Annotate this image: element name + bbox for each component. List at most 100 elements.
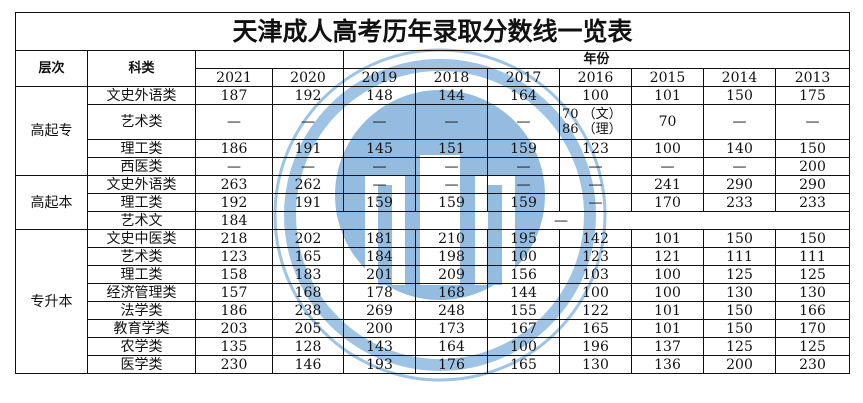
score-cell: 144: [487, 283, 560, 302]
score-cell: 159: [487, 193, 560, 212]
score-cell: 142: [559, 229, 632, 248]
score-cell: 130: [703, 283, 776, 302]
score-cell: 137: [631, 337, 704, 356]
score-cell: —: [774, 104, 851, 140]
table-row: 艺术文 184—: [16, 211, 851, 230]
subject-cell: 艺术类: [87, 247, 196, 266]
score-cell: —: [343, 175, 416, 194]
table-row: 理工类 192 191 159 159 159—170 233 233: [16, 193, 851, 212]
score-cell: 202: [272, 229, 344, 248]
score-cell: 121: [631, 247, 704, 266]
subject-cell: 艺术类: [87, 104, 196, 140]
score-cell: —: [415, 104, 488, 140]
score-cell: 210: [415, 229, 488, 248]
score-cell: 193: [343, 355, 416, 374]
score-cell: 230: [774, 355, 851, 374]
page-title: 天津成人高考历年录取分数线一览表: [14, 12, 851, 51]
score-cell: 148: [343, 86, 416, 105]
score-cell: 101: [631, 319, 704, 338]
score-cell: 200: [703, 355, 776, 374]
header-year-2018: 2018: [415, 68, 488, 87]
level-cell: 高起本: [15, 175, 88, 230]
table-row: 医学类 230 146 193 176 165 130 136 200 230: [16, 355, 851, 374]
score-cell: 123: [559, 247, 632, 266]
score-cell: 100: [631, 139, 704, 158]
score-cell: —: [195, 104, 273, 140]
score-cell: 145: [343, 139, 416, 158]
score-cell: 176: [415, 355, 488, 374]
score-cell: 123: [195, 247, 273, 266]
score-cell: 111: [703, 247, 776, 266]
score-cell: —: [272, 157, 344, 176]
score-cell: 166: [774, 301, 851, 320]
table-row: 西医类 — — — — — — — —200: [16, 157, 851, 176]
table-row: 高起本 文史外语类 263 262— — — —241 290 290: [15, 175, 851, 230]
score-cell: 238: [272, 301, 344, 320]
score-cell: 135: [195, 337, 273, 356]
score-cell: 123: [559, 139, 632, 158]
subject-cell: 经济管理类: [87, 283, 196, 302]
subject-cell: 医学类: [87, 355, 196, 374]
subject-cell: 理工类: [87, 265, 196, 284]
score-cell: 101: [631, 86, 704, 105]
score-cell: 218: [195, 229, 273, 248]
score-cell: 136: [631, 355, 704, 374]
header-year-2020: 2020: [272, 68, 344, 87]
score-cell: 146: [272, 355, 344, 374]
subject-cell: 文史中医类: [87, 229, 196, 248]
score-cell: 196: [559, 337, 632, 356]
score-cell: 241: [631, 175, 704, 194]
score-cell: —: [487, 104, 560, 140]
score-cell: 125: [774, 337, 851, 356]
score-cell: 125: [703, 265, 776, 284]
score-cell: 164: [487, 86, 560, 105]
subject-cell: 理工类: [87, 193, 196, 212]
score-cell: 262: [272, 175, 344, 194]
header-year-group: 年份: [342, 50, 851, 69]
score-cell: 184: [343, 247, 416, 266]
score-cell: 191: [272, 139, 344, 158]
score-cell: 101: [631, 301, 704, 320]
subject-cell: 理工类: [87, 139, 196, 158]
score-cell: 192: [195, 193, 273, 212]
score-cell: 128: [272, 337, 344, 356]
score-cell: 70: [631, 104, 704, 140]
score-cell: 290: [703, 175, 776, 194]
score-cell: 100: [559, 283, 632, 302]
header-year-2016: 2016: [559, 68, 632, 87]
score-cell: 198: [415, 247, 488, 266]
score-cell: 168: [415, 283, 488, 302]
score-cell: 183: [272, 265, 344, 284]
score-cell: 191: [272, 193, 344, 212]
subject-cell: 文史外语类: [87, 86, 196, 105]
score-cell: 156: [487, 265, 560, 284]
header-level: 层次: [15, 50, 88, 87]
score-cell: 159: [415, 193, 488, 212]
table-row: 专升本 文史中医类 218 202 181 210 195 142 101 150 150: [15, 229, 851, 374]
score-cell: 170: [631, 193, 704, 212]
score-cell: 150: [703, 86, 776, 105]
score-cell: 248: [415, 301, 488, 320]
score-cell: 170: [774, 319, 851, 338]
score-cell: 143: [343, 337, 416, 356]
score-cell: 200: [343, 319, 416, 338]
score-cell: 200: [774, 157, 851, 176]
table-row: 农学类 135 128 143 164 100 196 137 125 125: [16, 337, 851, 356]
score-cell: 100: [631, 283, 704, 302]
score-cell: 263: [195, 175, 273, 194]
score-cell: 130: [559, 355, 632, 374]
score-cell: 140: [703, 139, 776, 158]
table-row: 教育学类 203 205 200 173 167 165 101 150 170: [16, 319, 851, 338]
score-cell: 269: [343, 301, 416, 320]
score-cell: 100: [487, 247, 560, 266]
score-cell: 150: [703, 319, 776, 338]
header-year-2019: 2019: [343, 68, 416, 87]
score-cell: 164: [415, 337, 488, 356]
score-cell: 150: [774, 139, 851, 158]
table-row: 法学类 186 238 269 248 155 122 101 150 166: [16, 301, 851, 320]
score-cell: 150: [774, 229, 851, 248]
score-cell: 187: [195, 86, 273, 105]
score-cell: 233: [774, 193, 851, 212]
score-cell: —: [195, 157, 273, 176]
score-cell: 186: [195, 139, 273, 158]
